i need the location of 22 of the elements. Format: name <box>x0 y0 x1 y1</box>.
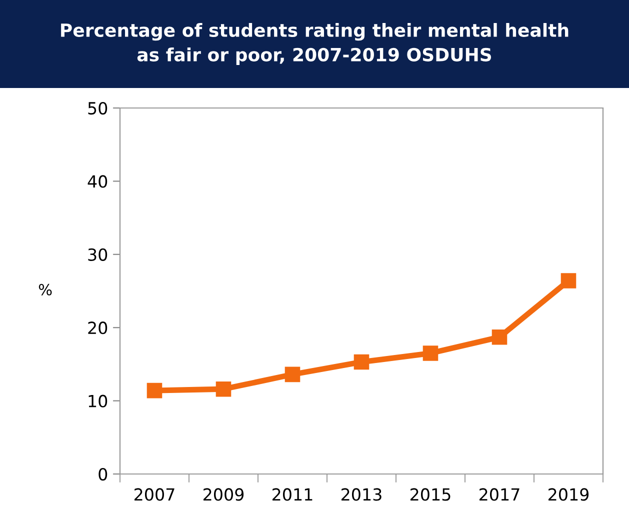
x-tick-label: 2015 <box>410 488 450 501</box>
x-tick-label: 2007 <box>134 488 174 501</box>
y-tick-label: 0 <box>98 468 108 481</box>
x-tick-label: 2019 <box>548 488 589 501</box>
point <box>284 366 300 382</box>
y-tick-label: 10 <box>88 394 108 408</box>
point <box>492 329 508 345</box>
y-tick-label: 30 <box>88 248 108 261</box>
x-tick-label: 2013 <box>342 488 382 501</box>
y-axis-title: % <box>38 284 52 296</box>
y-tick-label: 40 <box>88 175 108 188</box>
x-tick-label: 2011 <box>272 488 312 501</box>
x-tick-label: 2017 <box>480 488 520 501</box>
point <box>560 273 576 288</box>
point <box>354 354 370 370</box>
y-tick-label: 20 <box>88 322 108 334</box>
x-tick-label: 2009 <box>204 488 244 501</box>
chart-title: Percentage of students rating their mental health as fair or poor, 2007-2019 OSDUHS <box>61 23 568 65</box>
y-tick-label: 50 <box>88 102 108 115</box>
point <box>422 346 438 361</box>
point <box>216 381 232 397</box>
point <box>146 382 162 398</box>
